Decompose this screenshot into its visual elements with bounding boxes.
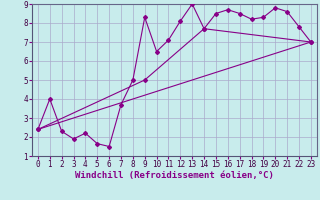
X-axis label: Windchill (Refroidissement éolien,°C): Windchill (Refroidissement éolien,°C) bbox=[75, 171, 274, 180]
